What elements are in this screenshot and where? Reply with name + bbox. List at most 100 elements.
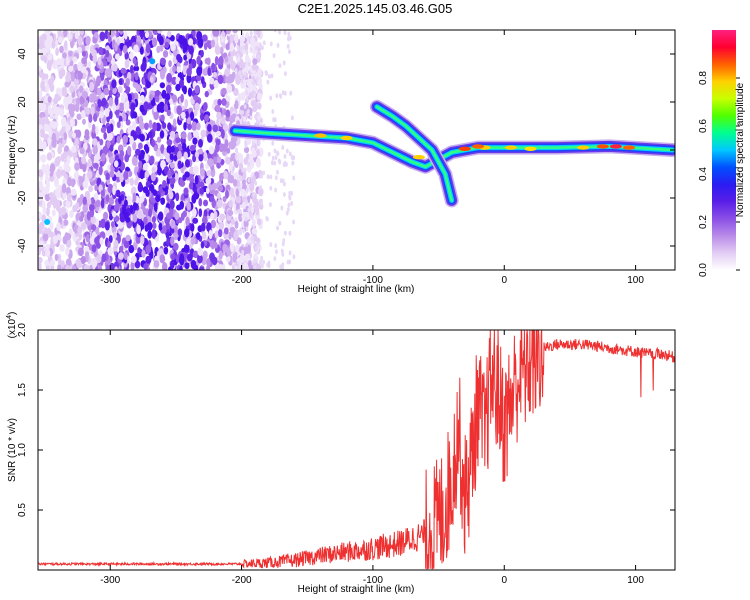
- heatmap-cell: [186, 73, 192, 84]
- heatmap-cell: [252, 197, 258, 204]
- colorbar-bar: [712, 30, 736, 270]
- heatmap-cell: [183, 121, 187, 131]
- heatmap-cell: [177, 160, 182, 169]
- heatmap-cell: [184, 171, 190, 178]
- heatmap-cell: [185, 216, 190, 226]
- heatmap-cell: [80, 110, 86, 119]
- heatmap-cell: [245, 187, 249, 193]
- heatmap-cell: [77, 36, 82, 46]
- heatmap-cell: [281, 262, 285, 268]
- heatmap-cell: [59, 45, 64, 54]
- heatmap-cell: [242, 262, 248, 270]
- heatmap-cell: [252, 191, 256, 197]
- heatmap-cell: [179, 200, 185, 210]
- heatmap-cell: [194, 102, 200, 112]
- heatmap-cell: [220, 36, 225, 43]
- heatmap-cell: [105, 228, 112, 237]
- heatmap-cell: [183, 54, 188, 61]
- heatmap-cell: [230, 243, 235, 253]
- heatmap-cell: [160, 197, 166, 205]
- heatmap-cell: [221, 87, 227, 96]
- heatmap-cell: [251, 227, 258, 235]
- heatmap-cell: [108, 156, 115, 164]
- ridge-hotspot: [596, 144, 609, 149]
- heatmap-cell: [276, 151, 280, 157]
- heatmap-cell: [160, 144, 165, 154]
- heatmap-cell: [44, 117, 50, 125]
- heatmap-cell: [266, 79, 270, 85]
- heatmap-cell: [91, 244, 97, 253]
- heatmap-cell: [60, 260, 65, 268]
- heatmap-cell: [38, 131, 41, 138]
- heatmap-cell: [38, 139, 43, 150]
- heatmap-cell: [124, 199, 128, 207]
- heatmap-cell: [235, 188, 240, 197]
- heatmap-cell: [199, 167, 205, 177]
- heatmap-cell: [210, 212, 215, 220]
- snr-panel: -300 -200 -100 0 100 0.5 1.0 1.5 2.0 Height of …: [6, 312, 676, 595]
- heatmap-cell: [223, 227, 229, 235]
- heatmap-cell: [132, 57, 137, 65]
- heatmap-cell: [239, 230, 242, 236]
- heatmap-cell: [98, 166, 103, 176]
- heatmap-cell: [45, 180, 50, 190]
- heatmap-cell: [219, 172, 224, 182]
- heatmap-cell: [106, 139, 111, 148]
- heatmap-cell: [82, 180, 89, 189]
- heatmap-cell: [135, 126, 141, 136]
- heatmap-cell: [44, 169, 51, 177]
- heatmap-cell: [290, 155, 294, 160]
- heatmap-cell: [141, 249, 146, 258]
- heatmap-cell: [39, 128, 46, 138]
- heatmap-cell: [57, 263, 62, 270]
- heatmap-cell: [256, 218, 262, 226]
- heatmap-cell: [44, 219, 51, 225]
- heatmap-cell: [271, 155, 275, 161]
- heatmap-cell: [269, 185, 273, 191]
- heatmap-cell: [228, 74, 234, 84]
- heatmap-cell: [214, 56, 219, 66]
- heatmap-cell: [56, 58, 62, 66]
- heatmap-cell: [208, 229, 213, 240]
- heatmap-cell: [64, 96, 70, 106]
- heatmap-cell: [170, 219, 176, 229]
- heatmap-cell: [170, 145, 175, 153]
- heatmap-cell: [98, 46, 104, 56]
- heatmap-cell: [132, 202, 138, 211]
- heatmap-cell: [87, 170, 93, 179]
- heatmap-cell: [202, 231, 207, 240]
- heatmap-cell: [290, 115, 294, 121]
- heatmap-cell: [225, 189, 229, 199]
- heatmap-cell: [143, 72, 148, 80]
- heatmap-cell: [111, 79, 117, 89]
- heatmap-cell: [91, 49, 97, 57]
- heatmap-cell: [113, 240, 119, 248]
- heatmap-cell: [46, 265, 50, 270]
- heatmap-cell: [246, 108, 250, 114]
- heatmap-cell: [205, 177, 212, 185]
- heatmap-cell: [144, 122, 149, 131]
- heatmap-cell: [169, 98, 173, 105]
- heatmap-cell: [112, 102, 117, 112]
- heatmap-cell: [46, 201, 52, 209]
- heatmap-cell: [239, 74, 243, 80]
- heatmap-cell: [248, 85, 253, 94]
- heatmap-cell: [83, 142, 88, 151]
- heatmap-cell: [94, 236, 100, 245]
- heatmap-cell: [40, 103, 47, 112]
- heatmap-cell: [60, 169, 66, 176]
- heatmap-cell: [170, 260, 175, 269]
- heatmap-cell: [81, 57, 87, 65]
- heatmap-cell: [132, 192, 137, 203]
- heatmap-cell: [269, 202, 272, 208]
- heatmap-cell: [180, 93, 184, 103]
- heatmap-cell: [292, 175, 296, 181]
- heatmap-cell: [221, 30, 225, 38]
- heatmap-cell: [252, 141, 255, 147]
- heatmap-cell: [138, 181, 143, 192]
- heatmap-cell: [129, 177, 134, 187]
- heatmap-cell: [160, 114, 165, 122]
- heatmap-cell: [155, 89, 160, 97]
- heatmap-cell: [108, 235, 113, 244]
